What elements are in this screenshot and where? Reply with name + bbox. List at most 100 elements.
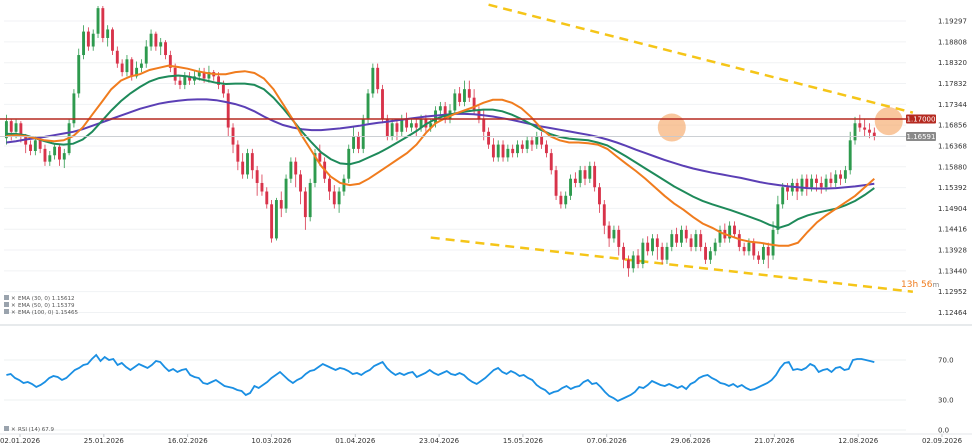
level-price-tag: 1.17000 bbox=[906, 114, 936, 124]
candle-body bbox=[602, 204, 606, 226]
candle-body bbox=[733, 225, 736, 235]
candle-body bbox=[868, 129, 871, 133]
legend-item-ema50[interactable]: ✕ EMA (50, 0) 1.15379 bbox=[4, 302, 75, 309]
candle-body bbox=[246, 153, 249, 175]
candle-body bbox=[120, 63, 124, 73]
candle-body bbox=[183, 76, 187, 85]
legend-ema100-label: EMA (100, 0) 1.15465 bbox=[18, 310, 79, 316]
candle-body bbox=[356, 136, 360, 149]
candle-body bbox=[337, 191, 341, 205]
candle-body bbox=[390, 123, 394, 137]
candle-body bbox=[766, 246, 770, 256]
current-price-tag-text: 1.16591 bbox=[907, 133, 936, 141]
candle-body bbox=[221, 84, 225, 94]
candle-body bbox=[371, 67, 375, 94]
candle-body bbox=[858, 123, 862, 128]
price-tick-label: 1.14416 bbox=[938, 226, 967, 234]
candle-body bbox=[675, 234, 679, 243]
legend-eye-icon[interactable] bbox=[4, 295, 9, 300]
candle-body bbox=[53, 146, 57, 156]
trendline[interactable] bbox=[488, 3, 914, 114]
legend-ema50-label: EMA (50, 0) 1.15379 bbox=[18, 303, 75, 309]
candle-body bbox=[299, 174, 302, 192]
candle-body bbox=[699, 234, 703, 247]
price-tick-label: 1.17344 bbox=[938, 101, 967, 109]
candle-body bbox=[366, 93, 370, 120]
candle-body bbox=[810, 178, 814, 188]
legend-eye-icon[interactable] bbox=[4, 426, 9, 431]
ema-legend: ✕ EMA (30, 0) 1.15612 ✕ EMA (50, 0) 1.15… bbox=[4, 295, 79, 316]
level-price-tag-box bbox=[906, 114, 936, 124]
candle-body bbox=[72, 93, 76, 124]
candle-body bbox=[559, 195, 563, 205]
time-tick-label: 01.04.2026 bbox=[335, 437, 376, 445]
candle-body bbox=[414, 123, 418, 128]
ema-layer bbox=[6, 64, 875, 247]
candle-body bbox=[308, 182, 312, 218]
candle-body bbox=[217, 76, 221, 85]
time-tick-label: 12.08.2026 bbox=[838, 437, 879, 445]
legend-item-ema30[interactable]: ✕ EMA (30, 0) 1.15612 bbox=[4, 295, 75, 302]
candle-body bbox=[19, 123, 23, 137]
candle-body bbox=[564, 195, 568, 205]
candle-body bbox=[607, 225, 611, 239]
highlight-layer bbox=[657, 107, 903, 142]
time-tick-label: 02.09.2026 bbox=[922, 437, 963, 445]
candle-body bbox=[578, 170, 582, 183]
candle-body bbox=[800, 178, 804, 192]
level-price-tag-text: 1.17000 bbox=[907, 116, 936, 124]
candle-body bbox=[646, 242, 650, 252]
candle-body bbox=[376, 67, 380, 90]
candle-body bbox=[125, 59, 129, 73]
rsi-tick-label: 0.0 bbox=[938, 427, 949, 435]
candle-body bbox=[173, 67, 177, 81]
candle-body bbox=[332, 191, 336, 205]
price-tick-label: 1.19297 bbox=[938, 18, 967, 26]
candle-body bbox=[361, 119, 365, 149]
candle-body bbox=[303, 191, 307, 218]
candle-body bbox=[77, 55, 81, 94]
candle-body bbox=[679, 229, 683, 243]
candle-body bbox=[655, 238, 659, 247]
time-tick-label: 21.07.2026 bbox=[754, 437, 795, 445]
candle-body bbox=[385, 119, 389, 137]
candle-body bbox=[250, 153, 254, 171]
candle-body bbox=[342, 178, 346, 192]
candle-body bbox=[848, 140, 852, 171]
candle-body bbox=[294, 161, 298, 175]
legend-item-ema100[interactable]: ✕ EMA (100, 0) 1.15465 bbox=[4, 309, 79, 316]
candle-body bbox=[270, 204, 274, 239]
legend-close-icon[interactable]: ✕ bbox=[11, 303, 16, 309]
candle-body bbox=[328, 178, 331, 192]
candle-body bbox=[544, 144, 548, 154]
candle-body bbox=[554, 170, 558, 196]
current-price-tag-box bbox=[906, 131, 936, 141]
candle-body bbox=[453, 93, 457, 111]
candle-body bbox=[279, 200, 283, 209]
ema100-line bbox=[6, 98, 875, 190]
candle-body bbox=[636, 255, 640, 265]
legend-eye-icon[interactable] bbox=[4, 309, 9, 314]
candle-body bbox=[38, 140, 42, 149]
legend-eye-icon[interactable] bbox=[4, 302, 9, 307]
candle-body bbox=[530, 140, 534, 145]
trendline[interactable] bbox=[430, 236, 914, 293]
candle-body bbox=[463, 89, 466, 102]
candle-body bbox=[549, 153, 553, 171]
ema50-line bbox=[6, 74, 875, 229]
candle-body bbox=[525, 140, 529, 149]
legend-close-icon[interactable]: ✕ bbox=[11, 310, 16, 316]
time-tick-label: 07.06.2026 bbox=[587, 437, 628, 445]
candle-body bbox=[728, 225, 732, 239]
candle-body bbox=[405, 119, 409, 128]
legend-close-icon[interactable]: ✕ bbox=[11, 296, 16, 302]
candle-body bbox=[111, 29, 114, 51]
candle-body bbox=[853, 123, 857, 141]
candle-body bbox=[188, 76, 192, 81]
candle-body bbox=[612, 229, 616, 239]
legend-close-icon[interactable]: ✕ bbox=[11, 427, 16, 433]
candle-body bbox=[96, 8, 100, 34]
candle-body bbox=[159, 42, 163, 47]
rsi-tick-label: 70.0 bbox=[938, 357, 954, 365]
